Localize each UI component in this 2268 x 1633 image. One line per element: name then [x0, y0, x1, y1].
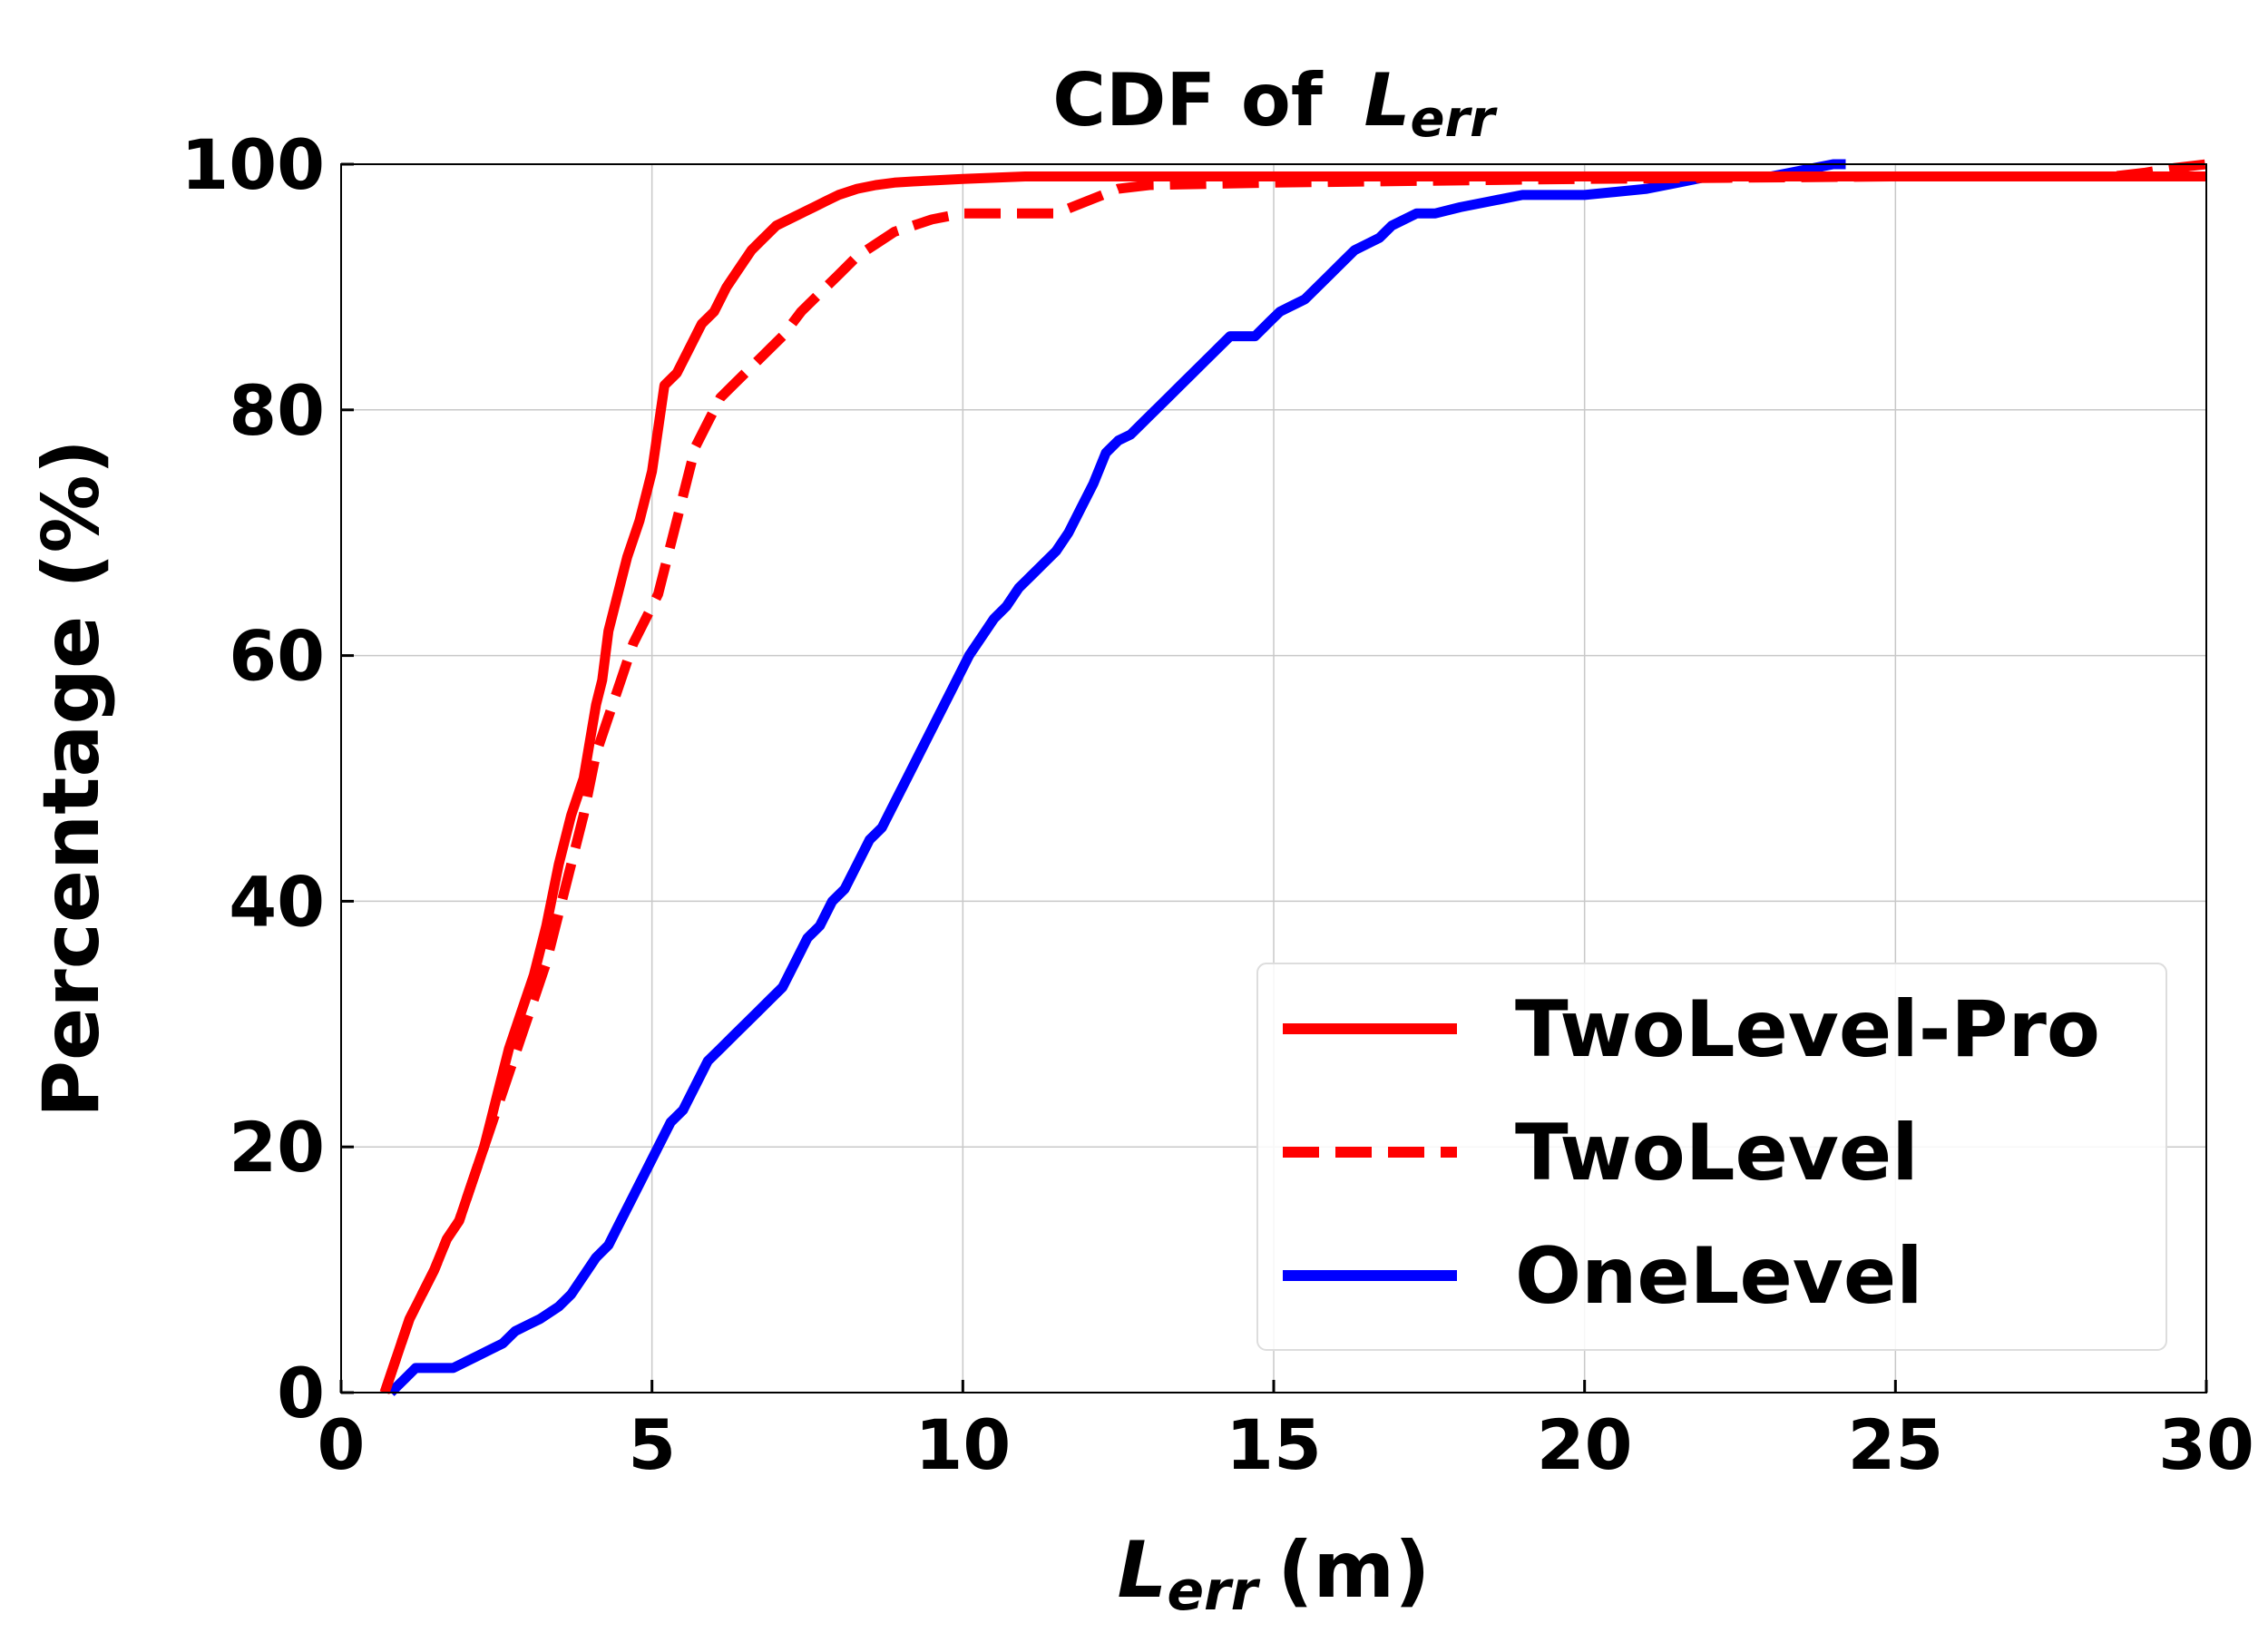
x-tick-label: 20 [1537, 1404, 1633, 1485]
series-layer [379, 159, 2206, 1396]
series-line-onelevel [386, 159, 1846, 1396]
x-axis-label: Lerr (m) [1118, 1525, 1431, 1623]
y-tick-label: 100 [181, 124, 325, 205]
y-axis-label: Percentage (%) [26, 439, 117, 1118]
x-tick-label: 10 [914, 1404, 1011, 1485]
y-tick-label: 20 [229, 1107, 325, 1188]
x-tick-label: 25 [1847, 1404, 1943, 1485]
x-tick-label: 5 [628, 1404, 676, 1485]
y-tick-label: 0 [277, 1353, 325, 1433]
x-tick-label: 30 [2158, 1404, 2254, 1485]
x-tick-label: 0 [318, 1404, 366, 1485]
axis-ticks: 0 5 10 15 20 25 30 0 20 40 60 80 100 [181, 124, 2254, 1485]
x-tick-label: 15 [1226, 1404, 1322, 1485]
legend-label: OneLevel [1515, 1231, 1923, 1322]
chart-title: CDF of Lerr [1052, 58, 1498, 149]
series-line-twolevel-pro [379, 171, 2206, 1394]
legend: TwoLevel-Pro TwoLevel OneLevel [1256, 963, 2167, 1351]
y-tick-label: 80 [229, 370, 325, 451]
y-tick-label: 60 [229, 616, 325, 697]
legend-label: TwoLevel-Pro [1515, 984, 2100, 1075]
y-tick-label: 40 [229, 861, 325, 942]
legend-label: TwoLevel [1515, 1108, 1919, 1198]
legend-box [1256, 963, 2167, 1351]
